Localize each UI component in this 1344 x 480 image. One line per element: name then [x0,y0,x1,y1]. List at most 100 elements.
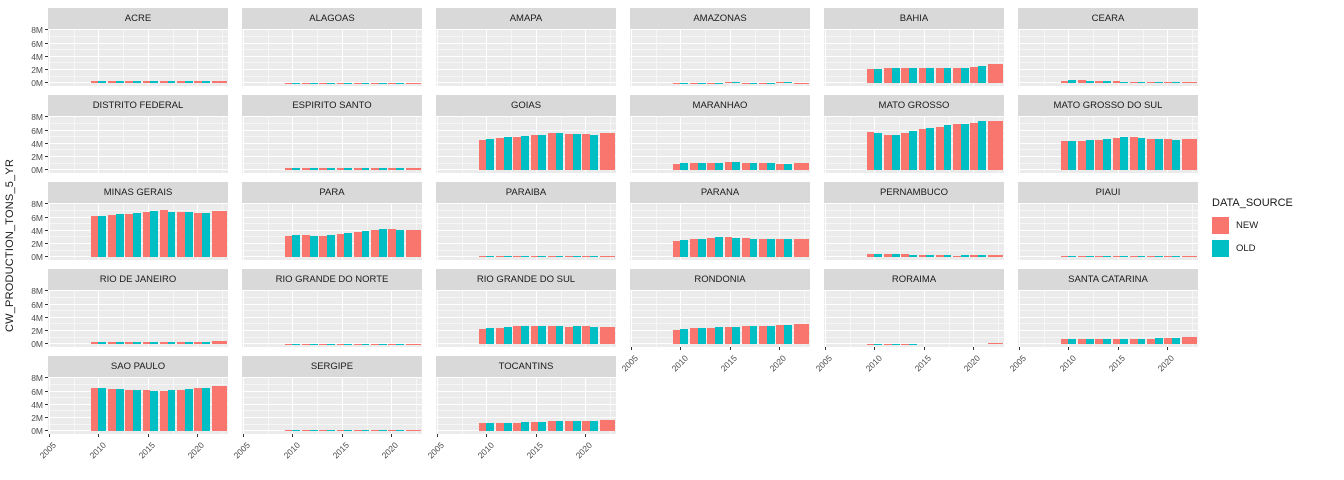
x-tick-mark [1068,347,1070,350]
bar-new [1112,81,1121,84]
gridline-h-major [48,330,228,332]
facet-title: ALAGOAS [242,8,422,29]
gridline-v-minor [610,29,612,86]
bar-new [1060,339,1069,345]
bar-new [1077,338,1086,345]
gridline-v-major [535,377,537,434]
facet-title: MATO GROSSO [824,95,1004,116]
bar-old [150,210,159,258]
x-tick-label-text: 2020 [1155,353,1177,374]
bar-new [142,341,151,345]
gridline-h-minor [1018,209,1198,211]
gridline-v-major [98,290,100,347]
gridline-h-minor [630,75,810,77]
gridline-v-minor [705,29,707,86]
bar-new [142,211,151,258]
gridline-h-major [242,303,422,305]
x-tick-mark [98,434,100,437]
gridline-v-minor [948,290,950,347]
gridline-v-major [292,203,294,260]
gridline-h-major [630,316,810,318]
gridline-v-minor [1142,203,1144,260]
facet-cell: SANTA CATARINA 2005 2010 2015 2020 [1008,269,1198,373]
gridline-h-minor [630,49,810,51]
gridline-v-minor [899,116,901,173]
gridline-v-major [486,290,488,347]
facet-title: RIO GRANDE DO NORTE [242,269,422,290]
gridline-h-major [436,82,616,84]
gridline-h-major [242,55,422,57]
x-axis: 2005 2010 2015 2020 [232,434,422,478]
gridline-v-major [242,116,244,173]
y-tick-label: 8M [31,25,43,36]
gridline-h-minor [242,383,422,385]
gridline-v-minor [123,29,125,86]
bar-new [159,210,168,258]
gridline-h-minor [436,323,616,325]
x-tick-mark [923,347,925,350]
gridline-h-major [824,29,1004,31]
facet-row: 0M 2M 4M 6M 8M RIO DE JANEIRO RIO GRANDE DO NO… [20,269,1198,373]
gridline-v-minor [705,203,707,260]
bar-old [891,134,900,171]
bar-old [327,234,335,258]
bar-old [680,240,689,258]
y-tick-label: 8M [31,199,43,210]
gridline-h-minor [630,236,810,238]
facet-panel [436,116,616,173]
y-tick-mark [45,216,48,218]
facet-cell: ACRE [48,8,228,86]
bar-old [184,81,193,84]
gridline-h-major [824,129,1004,131]
gridline-h-minor [436,296,616,298]
x-tick-label-text: 2015 [524,440,545,461]
x-tick-label-text: 2015 [718,353,739,374]
facet-title: BAHIA [824,8,1004,29]
gridline-v-minor [416,29,418,86]
x-tick-label-text: 2005 [231,440,253,461]
gridline-h-minor [436,310,616,312]
gridline-v-major [197,116,199,173]
bar-new [1112,338,1121,345]
gridline-h-minor [1018,35,1198,37]
bar-old [98,81,107,84]
x-tick-mark [824,347,826,350]
bar-old [150,390,159,432]
bar-new [513,326,522,345]
y-tick-mark [45,256,48,258]
legend-label-old: OLD [1236,243,1256,254]
gridline-h-major [48,169,228,171]
bar-new [301,168,310,171]
bar-new [547,133,556,171]
y-tick-mark [45,377,48,379]
facet-grid: 0M 2M 4M 6M 8M ACRE ALAGOAS AMAPA AMAZONAS BAHIA C… [20,8,1198,460]
bar-new [866,131,875,171]
gridline-v-major [98,116,100,173]
bar-new [759,163,767,171]
y-tick-label: 0M [31,165,43,176]
gridline-v-major [1167,203,1169,260]
gridline-h-major [242,129,422,131]
bar-new [741,238,750,258]
bar-new [1077,80,1086,84]
y-tick-label: 0M [31,339,43,350]
gridline-v-major [779,116,781,173]
gridline-h-major [630,229,810,231]
bar-old [1172,338,1181,345]
bar-new [1181,139,1198,171]
facet-panel [1018,203,1198,260]
gridline-v-major [48,116,50,173]
gridline-v-major [779,29,781,86]
gridline-h-major [48,42,228,44]
bar-old [1103,138,1111,171]
bar-new [284,343,293,345]
bar-old [784,238,793,258]
bar-new [707,238,716,258]
gridline-h-major [48,129,228,131]
gridline-h-major [242,229,422,231]
facet-panel [242,203,422,260]
gridline-h-major [824,229,1004,231]
gridline-v-minor [73,377,75,434]
gridline-v-major [98,29,100,86]
gridline-h-major [630,69,810,71]
